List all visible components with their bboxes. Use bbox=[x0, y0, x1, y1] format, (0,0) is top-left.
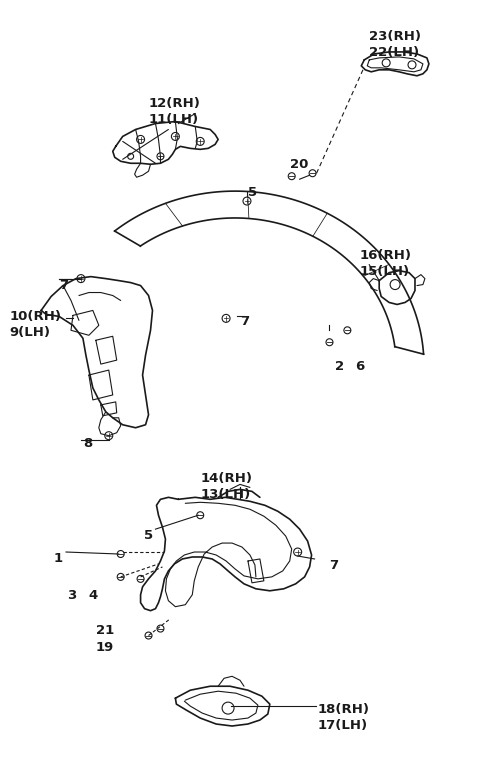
Text: 14(RH): 14(RH) bbox=[200, 473, 252, 486]
Text: 8: 8 bbox=[83, 437, 92, 450]
Text: 21: 21 bbox=[96, 624, 114, 637]
Text: 2: 2 bbox=[336, 360, 345, 373]
Text: 3: 3 bbox=[67, 589, 76, 602]
Text: 19: 19 bbox=[96, 641, 114, 654]
Text: 1: 1 bbox=[53, 552, 62, 565]
Text: 12(RH): 12(RH) bbox=[148, 97, 201, 110]
Text: 17(LH): 17(LH) bbox=[318, 719, 368, 732]
Text: 7: 7 bbox=[329, 559, 338, 572]
Text: 10(RH): 10(RH) bbox=[9, 310, 61, 323]
Text: 5: 5 bbox=[248, 186, 257, 199]
Text: 11(LH): 11(LH) bbox=[148, 113, 199, 126]
Text: 23(RH): 23(RH) bbox=[369, 30, 421, 43]
Text: 22(LH): 22(LH) bbox=[369, 46, 420, 59]
Text: 5: 5 bbox=[144, 529, 153, 542]
Text: 16(RH): 16(RH) bbox=[360, 249, 411, 262]
Text: 7: 7 bbox=[240, 316, 249, 329]
Text: 7: 7 bbox=[59, 279, 68, 292]
Text: 13(LH): 13(LH) bbox=[200, 489, 251, 502]
Text: 20: 20 bbox=[290, 159, 308, 172]
Text: 18(RH): 18(RH) bbox=[318, 703, 370, 716]
Text: 15(LH): 15(LH) bbox=[360, 265, 409, 278]
Text: 6: 6 bbox=[355, 360, 365, 373]
Text: 9(LH): 9(LH) bbox=[9, 326, 50, 339]
Text: 4: 4 bbox=[89, 589, 98, 602]
